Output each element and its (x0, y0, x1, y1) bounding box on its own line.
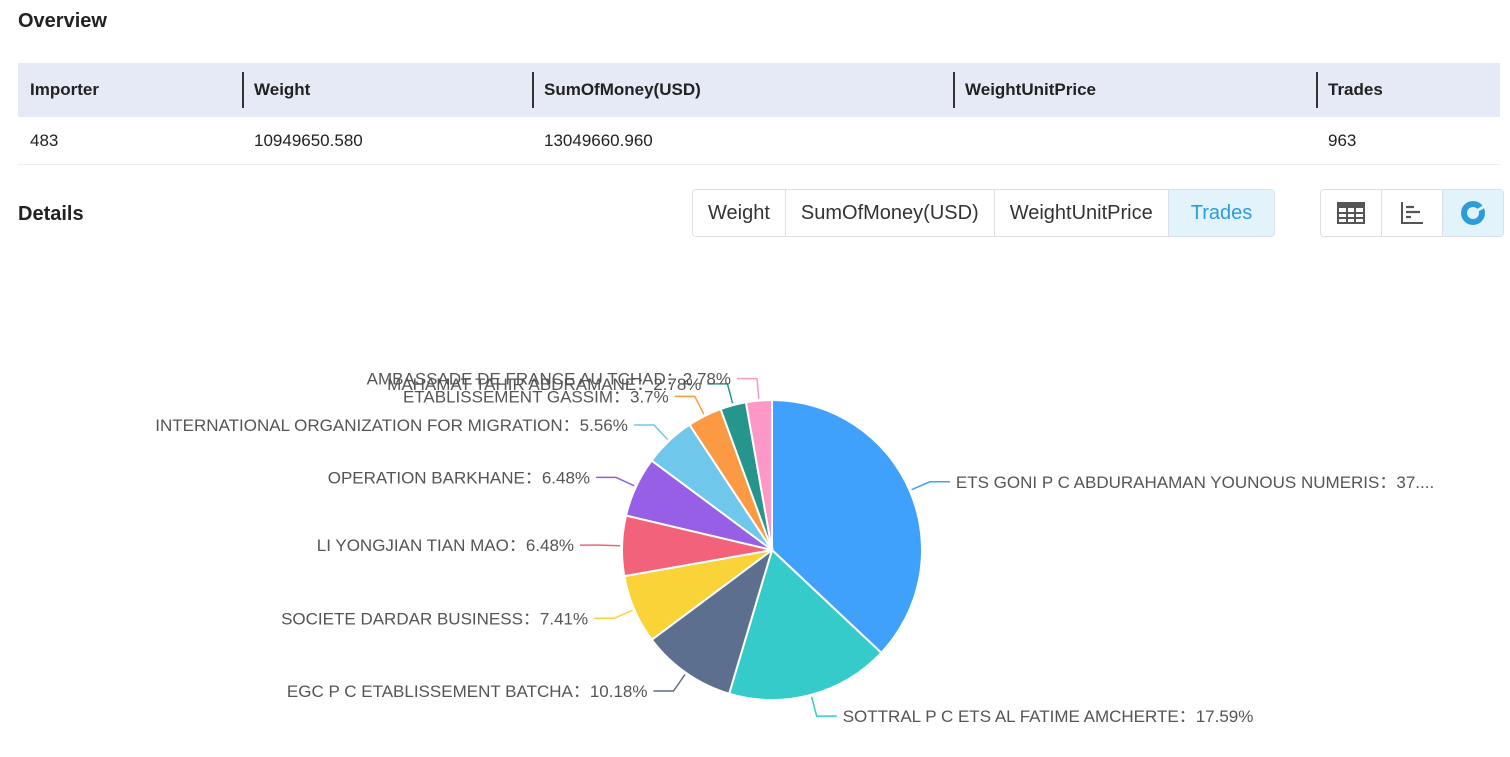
pie-label: SOCIETE DARDAR BUSINESS：7.41% (281, 609, 588, 628)
pie-slice[interactable] (650, 547, 774, 695)
pie-leader-line (736, 377, 760, 399)
pie-leader-line (707, 383, 734, 404)
pie-leader-line (653, 674, 686, 692)
pie-label: AMBASSADE DE FRANCE AU TCHAD：2.78% (367, 370, 731, 389)
pie-leader-line (911, 481, 950, 491)
pie-slice[interactable] (744, 398, 773, 551)
pie-label: INTERNATIONAL ORGANIZATION FOR MIGRATION… (155, 416, 628, 435)
bar-chart-view-icon (1401, 202, 1423, 224)
pie-chart-view-button[interactable] (1443, 190, 1503, 236)
overview-table: Importer Weight SumOfMoney(USD) WeightUn… (18, 63, 1500, 165)
cell-importer: 483 (18, 117, 242, 165)
tab-weight[interactable]: Weight (693, 190, 786, 236)
table-row: 483 10949650.580 13049660.960 963 (18, 117, 1500, 165)
pie-label: OPERATION BARKHANE：6.48% (328, 468, 590, 487)
pie-leader-line (633, 424, 669, 441)
pie-chart: ETS GONI P C ABDURAHAMAN YOUNOUS NUMERIS… (155, 370, 1434, 726)
column-header-weight-unit-price: WeightUnitPrice (953, 63, 1316, 117)
table-view-button[interactable] (1321, 190, 1382, 236)
overview-header-row: Importer Weight SumOfMoney(USD) WeightUn… (18, 63, 1500, 117)
pie-leader-line (674, 395, 705, 415)
overview-title: Overview (18, 10, 107, 32)
details-title: Details (18, 203, 84, 225)
pie-label: EGC P C ETABLISSEMENT BATCHA：10.18% (287, 682, 648, 701)
pie-label: MAHAMAT TAHIR ABDRAMANE：2.78% (387, 375, 701, 394)
tab-trades[interactable]: Trades (1168, 190, 1275, 236)
pie-label: ETS GONI P C ABDURAHAMAN YOUNOUS NUMERIS… (956, 473, 1434, 492)
column-header-weight: Weight (242, 63, 532, 117)
pie-leader-line (596, 476, 635, 487)
pie-label: ETABLISSEMENT GASSIM：3.7% (403, 387, 669, 406)
table-view-icon (1337, 202, 1365, 224)
tab-weight-unit-price[interactable]: WeightUnitPrice (994, 190, 1169, 236)
pie-chart-view-icon (1461, 201, 1486, 225)
column-header-sum-of-money: SumOfMoney(USD) (532, 63, 953, 117)
metric-tabs: Weight SumOfMoney(USD) WeightUnitPrice T… (692, 189, 1276, 237)
view-toggle (1320, 189, 1504, 237)
pie-label: LI YONGJIAN TIAN MAO：6.48% (317, 536, 574, 555)
pie-label: SOTTRAL P C ETS AL FATIME AMCHERTE：17.59… (843, 707, 1254, 726)
cell-sum-of-money: 13049660.960 (532, 117, 953, 165)
cell-trades: 963 (1316, 117, 1500, 165)
pie-leader-line (594, 609, 633, 620)
column-header-trades: Trades (1316, 63, 1500, 117)
tab-sum-of-money[interactable]: SumOfMoney(USD) (785, 190, 995, 236)
pie-leader-line (580, 544, 621, 547)
pie-leader-line (810, 696, 837, 717)
pie-slice[interactable] (771, 398, 923, 655)
cell-weight: 10949650.580 (242, 117, 532, 165)
cell-weight-unit-price (953, 117, 1316, 165)
pie-slice[interactable] (727, 548, 883, 701)
bar-chart-view-button[interactable] (1382, 190, 1443, 236)
column-header-importer: Importer (18, 63, 242, 117)
